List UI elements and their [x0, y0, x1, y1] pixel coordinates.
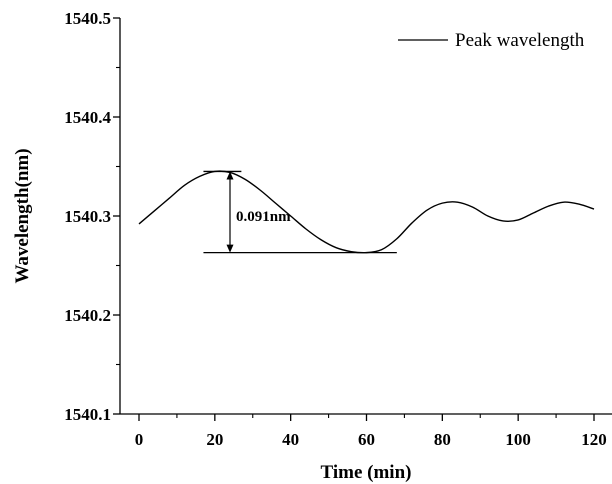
legend: Peak wavelength [398, 30, 585, 51]
x-tick-label: 60 [358, 430, 375, 449]
axis-tick-labels: 0 20 40 60 80 100 120 1540.1 1540.2 1540.3 1540.4 1… [64, 9, 607, 449]
y-tick-label: 1540.2 [64, 306, 111, 325]
annotation-label: 0.091nm [236, 209, 291, 225]
x-tick-label: 20 [206, 430, 223, 449]
series-line-peak-wavelength [138, 170, 595, 254]
y-axis-title: Wavelength(nm) [12, 148, 33, 283]
x-tick-label: 100 [505, 430, 531, 449]
series-group [138, 170, 595, 254]
y-tick-label: 1540.1 [64, 405, 111, 424]
legend-entry-peak-wavelength: Peak wavelength [455, 30, 585, 51]
annotation-arrowhead-top [226, 171, 234, 180]
x-axis-title: Time (min) [321, 462, 412, 483]
y-tick-label: 1540.4 [64, 108, 111, 127]
x-tick-label: 120 [581, 430, 607, 449]
x-tick-label: 80 [434, 430, 451, 449]
x-tick-label: 40 [282, 430, 299, 449]
y-tick-label: 1540.5 [64, 9, 111, 28]
annotation-group: 0.091nm [203, 170, 397, 254]
x-tick-label: 0 [135, 430, 144, 449]
y-tick-label: 1540.3 [64, 207, 111, 226]
axis-ticks [113, 17, 595, 421]
annotation-arrowhead-bottom [226, 244, 234, 253]
